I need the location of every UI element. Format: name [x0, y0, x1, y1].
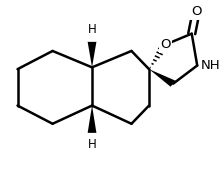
Text: H: H — [88, 138, 96, 151]
Text: H: H — [88, 23, 96, 36]
Text: NH: NH — [200, 59, 220, 72]
Polygon shape — [88, 42, 96, 67]
Polygon shape — [88, 106, 96, 133]
Polygon shape — [149, 69, 176, 87]
Text: O: O — [160, 38, 171, 51]
Text: O: O — [191, 5, 201, 18]
